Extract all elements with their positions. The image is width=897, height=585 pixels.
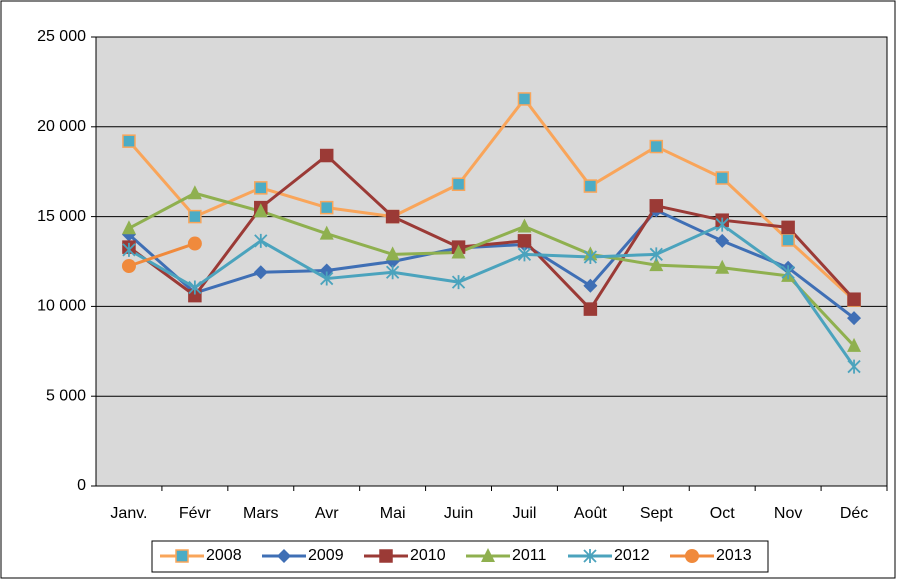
data-point: [649, 247, 663, 262]
data-point: [121, 220, 136, 235]
x-tick-label: Févr: [179, 505, 212, 522]
data-point: [715, 259, 730, 274]
data-point: [847, 359, 861, 374]
legend-label: 2009: [308, 547, 344, 564]
series-line: [127, 208, 855, 320]
data-point: [319, 225, 334, 240]
legend-label: 2010: [410, 547, 446, 564]
x-tick-label: Nov: [774, 505, 802, 522]
y-tick-label: 10 000: [37, 298, 86, 315]
data-point: [847, 292, 861, 306]
legend-box: [151, 540, 769, 573]
data-point: [715, 171, 729, 185]
series-line: [128, 223, 856, 368]
data-point: [254, 181, 268, 195]
data-point: [781, 220, 795, 235]
data-point: [385, 265, 400, 280]
series-line: [128, 191, 856, 347]
x-tick-label: Août: [574, 505, 607, 522]
x-tick-label: Juin: [444, 505, 473, 522]
data-point: [451, 177, 466, 192]
data-point: [188, 280, 202, 295]
legend-label: 2011: [512, 547, 547, 564]
series-line: [127, 97, 856, 302]
legend-label: 2008: [206, 547, 242, 564]
data-point: [517, 92, 532, 106]
data-point: [187, 185, 202, 200]
data-point: [649, 199, 664, 213]
legend-marker: [685, 549, 699, 563]
data-point: [122, 242, 136, 257]
y-tick-label: 20 000: [37, 118, 86, 135]
data-point: [781, 265, 795, 280]
legend-label: 2013: [716, 547, 752, 564]
plot-area: [95, 36, 888, 487]
x-tick-label: Déc: [840, 505, 868, 522]
legend-marker: [175, 549, 189, 563]
x-tick-label: Mars: [243, 505, 279, 522]
data-point: [320, 271, 334, 286]
data-point: [188, 209, 202, 224]
data-point: [319, 200, 334, 215]
data-point: [517, 247, 532, 262]
x-tick-label: Juil: [512, 505, 536, 522]
data-point: [583, 250, 598, 265]
data-point: [583, 278, 598, 293]
data-point: [385, 246, 400, 261]
data-point: [847, 337, 862, 352]
data-point: [253, 265, 268, 280]
data-point: [517, 218, 532, 233]
data-point: [517, 234, 532, 248]
data-point: [122, 134, 136, 148]
data-point: [253, 203, 268, 218]
x-tick-label: Janv.: [110, 505, 147, 522]
data-point: [649, 257, 664, 272]
data-point: [254, 233, 268, 248]
series-line: [128, 154, 856, 311]
data-point: [649, 139, 664, 154]
legend-marker: [379, 549, 393, 563]
data-point: [715, 217, 729, 232]
legend-marker: [481, 548, 495, 562]
data-point: [385, 209, 400, 224]
data-point: [121, 258, 136, 273]
legend-label: 2012: [614, 547, 650, 564]
x-tick-label: Mai: [380, 505, 406, 522]
data-point: [781, 233, 795, 247]
data-point: [319, 148, 334, 163]
data-point: [451, 275, 466, 290]
data-point: [187, 236, 202, 251]
data-point: [583, 179, 598, 193]
x-tick-label: Sept: [640, 505, 673, 522]
data-point: [847, 311, 862, 326]
y-tick-label: 15 000: [37, 208, 86, 225]
data-point: [715, 233, 730, 248]
legend-marker: [277, 549, 291, 563]
legend-marker: [583, 549, 597, 563]
y-tick-label: 25 000: [37, 28, 86, 45]
x-tick-label: Oct: [710, 505, 735, 522]
data-point: [583, 302, 598, 316]
y-tick-label: 5 000: [46, 387, 86, 404]
y-tick-label: 0: [77, 477, 86, 494]
data-point: [451, 244, 466, 259]
series-line: [128, 242, 196, 268]
x-tick-label: Avr: [315, 505, 339, 522]
